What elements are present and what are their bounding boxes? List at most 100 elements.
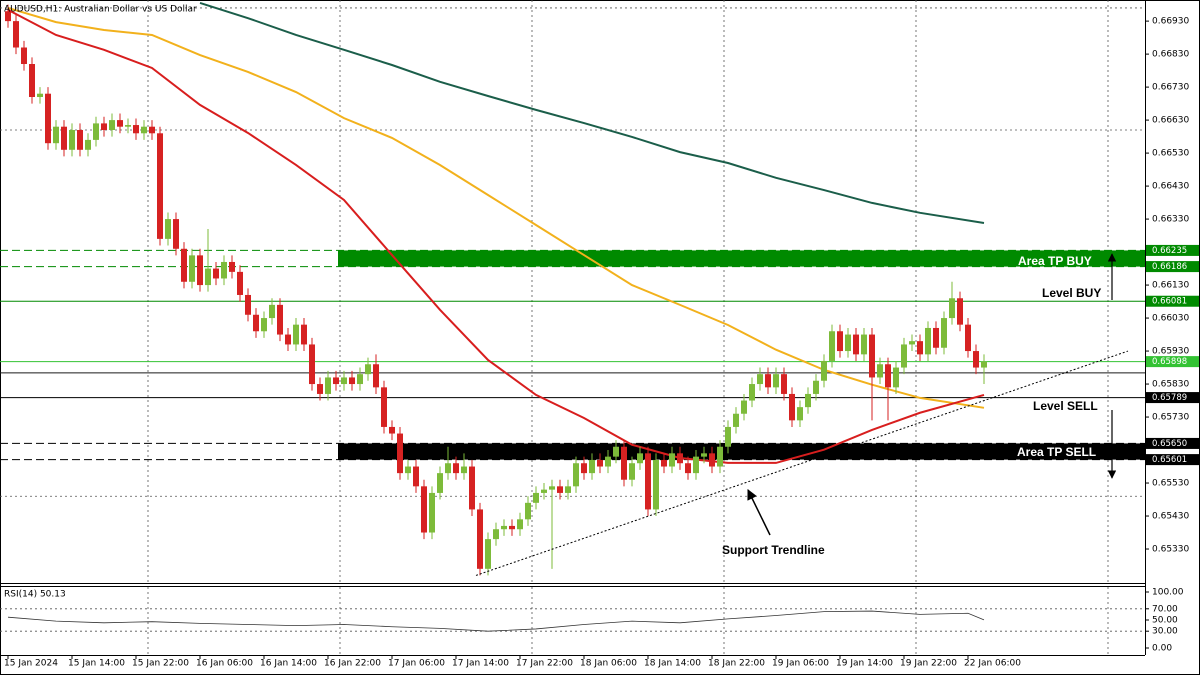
candle-body: [693, 456, 699, 474]
candle-body: [13, 21, 19, 48]
candle-body: [781, 374, 787, 394]
candle-body: [437, 473, 443, 493]
candle-body: [301, 324, 307, 345]
candle-body: [501, 525, 507, 530]
candle-body: [829, 331, 835, 361]
candle-body: [485, 539, 491, 569]
y-tick-label: 0.66730: [1152, 83, 1189, 93]
price-tag-label: 0.66235: [1152, 246, 1187, 256]
candle-body: [181, 248, 187, 282]
x-tick-label: 16 Jan 06:00: [196, 659, 253, 669]
y-tick-label: 50.00: [1152, 616, 1178, 626]
candle-body: [597, 459, 603, 467]
candle-body: [61, 126, 67, 150]
x-tick-label: 16 Jan 14:00: [260, 659, 317, 669]
candle-body: [509, 525, 515, 530]
candle-body: [53, 126, 59, 144]
candle-body: [861, 334, 867, 355]
annotations: Area TP BUY Level BUY Level SELL Area TP…: [722, 253, 1117, 557]
candle-body: [749, 384, 755, 401]
price-tag: [1146, 295, 1199, 307]
level-sell-label: Level SELL: [1033, 399, 1098, 413]
x-tick-label: 17 Jan 06:00: [388, 659, 445, 669]
candle-body: [957, 298, 963, 325]
candle-body: [173, 219, 179, 249]
rsi-title: RSI(14) 50.13: [4, 590, 66, 600]
y-tick-label: 0.66930: [1152, 17, 1189, 27]
candle-body: [477, 509, 483, 569]
zone: [338, 443, 1145, 460]
candle-body: [205, 268, 211, 286]
candle-body: [69, 129, 75, 150]
rsi-line: [7, 610, 985, 632]
candle-body: [413, 466, 419, 487]
price-tag-label: 0.66186: [1152, 262, 1187, 272]
candle-body: [933, 327, 939, 348]
candle-body: [845, 334, 851, 352]
x-tick-label: 17 Jan 22:00: [516, 659, 573, 669]
y-tick-label: 0.65730: [1152, 413, 1189, 423]
trendline-arrow: [747, 489, 771, 536]
candle-body: [37, 93, 43, 98]
candle-body: [277, 304, 283, 335]
candle-body: [877, 364, 883, 378]
candle-body: [605, 456, 611, 467]
support-trendline-label: Support Trendline: [722, 543, 825, 557]
moving-average: [7, 9, 985, 464]
candle-body: [653, 459, 659, 510]
y-tick-label: 0.66430: [1152, 182, 1189, 192]
moving-average: [7, 6, 985, 409]
candle-body: [381, 387, 387, 427]
candle-body: [565, 486, 571, 493]
candle-body: [213, 268, 219, 279]
candle-body: [453, 463, 459, 474]
candle-body: [461, 466, 467, 474]
candle-body: [357, 374, 363, 385]
candle-body: [253, 314, 259, 332]
candle-body: [237, 271, 243, 295]
candle-body: [293, 324, 299, 345]
price-tag: [1146, 261, 1199, 273]
candle-body: [637, 453, 643, 464]
candle-body: [189, 255, 195, 282]
candle-body: [709, 453, 715, 467]
candle-body: [813, 380, 819, 394]
x-tick-label: 18 Jan 06:00: [580, 659, 637, 669]
candle-body: [309, 344, 315, 385]
candle-body: [341, 377, 347, 385]
candle-body: [677, 453, 683, 464]
y-tick-label: 0.66330: [1152, 215, 1189, 225]
x-tick-label: 15 Jan 2024: [4, 659, 58, 669]
candle-body: [685, 463, 691, 474]
candle-body: [549, 486, 555, 490]
candle-body: [557, 486, 563, 493]
candle-body: [797, 407, 803, 421]
candle-body: [165, 219, 171, 239]
candle-body: [973, 351, 979, 368]
price-tag: [1146, 392, 1199, 404]
candle-body: [445, 463, 451, 474]
x-tick-label: 22 Jan 06:00: [964, 659, 1021, 669]
candle-body: [941, 318, 947, 348]
candle-body: [333, 377, 339, 385]
y-tick-label: 0.00: [1152, 644, 1172, 654]
candle-body: [101, 123, 107, 130]
level-buy-label: Level BUY: [1042, 286, 1101, 300]
price-tag: [1146, 437, 1199, 449]
candle-body: [421, 486, 427, 533]
candle-body: [821, 360, 827, 381]
candle-body: [93, 123, 99, 140]
y-tick-label: 0.66530: [1152, 149, 1189, 159]
area-tp-buy-label: Area TP BUY: [1018, 254, 1092, 268]
candle-body: [757, 374, 763, 385]
y-tick-label: 0.66630: [1152, 116, 1189, 126]
y-tick-label: 0.65330: [1152, 545, 1189, 555]
candle-body: [621, 446, 627, 480]
price-tag: [1146, 454, 1199, 466]
price-tag: [1146, 244, 1199, 256]
candle-body: [157, 133, 163, 239]
candle-body: [269, 304, 275, 319]
